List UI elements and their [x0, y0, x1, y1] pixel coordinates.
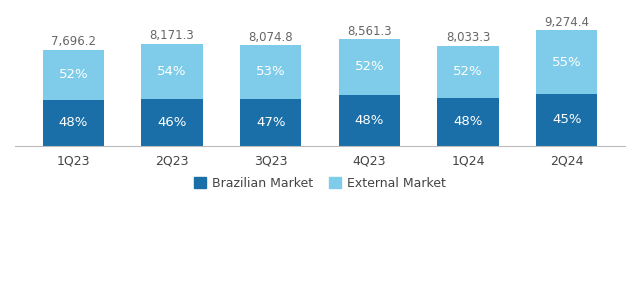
Text: 8,074.8: 8,074.8	[248, 31, 293, 44]
Text: 7,696.2: 7,696.2	[51, 35, 96, 48]
Text: 53%: 53%	[256, 65, 285, 78]
Bar	[141, 44, 203, 99]
Text: 8,033.3: 8,033.3	[446, 31, 490, 44]
Legend: Brazilian Market, External Market: Brazilian Market, External Market	[189, 172, 451, 195]
Text: 52%: 52%	[58, 68, 88, 82]
Text: 9,274.4: 9,274.4	[544, 16, 589, 29]
Text: 48%: 48%	[59, 116, 88, 129]
Bar	[536, 94, 597, 146]
Bar	[43, 50, 104, 100]
Text: 46%: 46%	[157, 116, 187, 129]
Text: 54%: 54%	[157, 65, 187, 78]
Text: 48%: 48%	[453, 115, 483, 128]
Text: 52%: 52%	[355, 61, 384, 73]
Text: 52%: 52%	[453, 65, 483, 78]
Bar	[339, 95, 400, 146]
Text: 8,561.3: 8,561.3	[347, 25, 392, 38]
Text: 8,171.3: 8,171.3	[150, 29, 195, 42]
Bar	[141, 99, 203, 146]
Bar	[240, 45, 301, 98]
Bar	[536, 30, 597, 94]
Text: 48%: 48%	[355, 114, 384, 127]
Text: 45%: 45%	[552, 113, 581, 127]
Bar	[240, 98, 301, 146]
Bar	[43, 100, 104, 146]
Bar	[437, 98, 499, 146]
Bar	[339, 39, 400, 95]
Text: 47%: 47%	[256, 116, 285, 129]
Bar	[437, 46, 499, 98]
Text: 55%: 55%	[552, 55, 582, 68]
